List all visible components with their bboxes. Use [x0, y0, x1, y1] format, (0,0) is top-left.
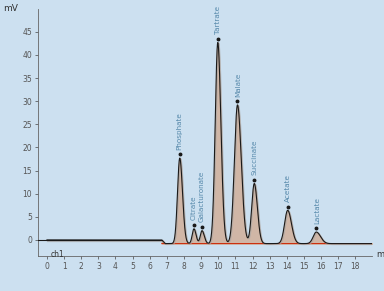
- Text: Acetate: Acetate: [285, 174, 291, 202]
- Text: Succinate: Succinate: [252, 140, 258, 175]
- Text: Tartrate: Tartrate: [215, 6, 221, 34]
- Text: Malate: Malate: [235, 72, 241, 97]
- Text: Galacturonate: Galacturonate: [199, 171, 205, 222]
- Text: ch1: ch1: [50, 250, 64, 259]
- Text: min: min: [376, 250, 384, 259]
- Text: Citrate: Citrate: [190, 196, 197, 221]
- Y-axis label: mV: mV: [3, 4, 18, 13]
- Text: Phosphate: Phosphate: [177, 112, 183, 150]
- Text: Lactate: Lactate: [314, 197, 320, 224]
